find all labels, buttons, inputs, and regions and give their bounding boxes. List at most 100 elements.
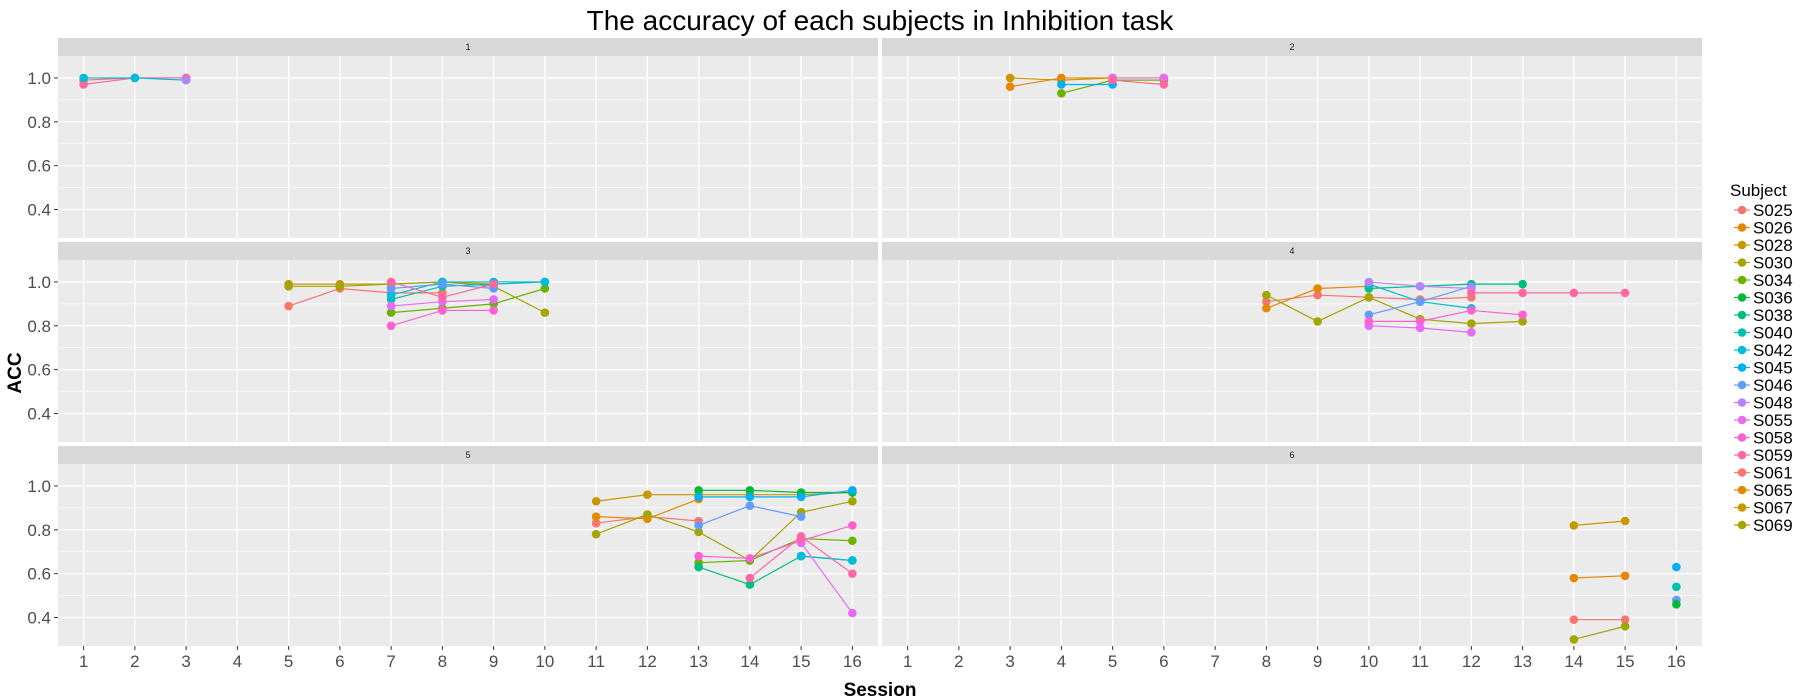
data-point bbox=[745, 573, 755, 583]
x-tick-label: 16 bbox=[1667, 652, 1686, 671]
facet-strip bbox=[882, 242, 1702, 260]
legend-key-point bbox=[1737, 240, 1747, 250]
data-point bbox=[796, 532, 806, 541]
data-point bbox=[745, 486, 755, 495]
data-point bbox=[1159, 73, 1169, 83]
y-tick-label: 1.0 bbox=[27, 273, 51, 292]
data-point bbox=[1467, 306, 1476, 315]
legend-label: S028 bbox=[1753, 236, 1793, 255]
series-line bbox=[390, 281, 545, 296]
data-point bbox=[386, 308, 396, 317]
y-tick-label: 0.6 bbox=[27, 361, 51, 380]
facet-panels: 1 0.4 0.6 0.8 1.0 2 3 0.4 0.6 0.8 1.0 4 5 0.4 0.6 0.8 1.… bbox=[27, 38, 1702, 671]
data-point bbox=[1005, 73, 1015, 83]
legend-label: S065 bbox=[1753, 481, 1793, 500]
data-point bbox=[848, 556, 857, 565]
legend-key-point bbox=[1737, 345, 1747, 355]
legend: Subject S025S026S028S030S034S036S038S040… bbox=[1730, 181, 1793, 535]
data-point bbox=[1057, 73, 1066, 83]
legend-item: S034 bbox=[1734, 271, 1793, 290]
legend-item: S058 bbox=[1734, 429, 1793, 448]
data-point bbox=[1569, 288, 1579, 298]
x-tick-label: 9 bbox=[1313, 652, 1322, 671]
data-point bbox=[1415, 297, 1425, 306]
facet-panel-6: 61 2 3 4 5 6 7 8 9 10 11 12 13 14 15 16 bbox=[882, 446, 1702, 671]
legend-item: S030 bbox=[1734, 254, 1793, 273]
legend-key-point bbox=[1737, 520, 1747, 530]
facet-strip-label: 1 bbox=[465, 42, 470, 52]
legend-item: S028 bbox=[1734, 236, 1793, 255]
series bbox=[1672, 562, 1681, 572]
x-tick-label: 10 bbox=[535, 652, 554, 671]
series-line bbox=[1573, 625, 1626, 641]
legend-label: S042 bbox=[1753, 341, 1793, 360]
series bbox=[694, 521, 857, 563]
data-point bbox=[1518, 317, 1527, 326]
data-point bbox=[1569, 635, 1579, 644]
x-tick-label: 2 bbox=[954, 652, 963, 671]
data-point bbox=[1672, 582, 1681, 592]
series bbox=[745, 532, 857, 583]
panel-background bbox=[882, 464, 1702, 646]
facet-strip bbox=[882, 38, 1702, 56]
data-point bbox=[1620, 621, 1630, 631]
data-point bbox=[591, 512, 601, 521]
x-tick-label: 12 bbox=[638, 652, 657, 671]
legend-label: S048 bbox=[1753, 394, 1793, 413]
legend-key-point bbox=[1737, 485, 1747, 495]
data-point bbox=[694, 551, 703, 561]
data-point bbox=[1313, 284, 1322, 293]
panel-background bbox=[58, 56, 878, 238]
data-point bbox=[1364, 277, 1374, 287]
data-point bbox=[1057, 88, 1066, 98]
legend-item: S046 bbox=[1734, 376, 1793, 395]
data-point bbox=[694, 562, 703, 572]
data-point bbox=[1672, 562, 1681, 572]
data-point bbox=[79, 73, 88, 83]
series bbox=[694, 501, 806, 530]
data-point bbox=[591, 518, 601, 528]
x-tick-label: 3 bbox=[181, 652, 190, 671]
data-point bbox=[796, 492, 806, 502]
series bbox=[1108, 75, 1169, 89]
data-point bbox=[1262, 297, 1271, 306]
facet-strip-label: 6 bbox=[1289, 450, 1294, 460]
data-point bbox=[386, 321, 396, 331]
series bbox=[386, 306, 498, 331]
x-tick-label: 4 bbox=[1057, 652, 1066, 671]
y-tick-label: 0.4 bbox=[27, 608, 51, 627]
facet-strip-label: 5 bbox=[465, 450, 470, 460]
data-point bbox=[1467, 288, 1476, 298]
facet-strip bbox=[882, 446, 1702, 464]
legend-item: S059 bbox=[1734, 446, 1793, 465]
y-tick-label: 0.4 bbox=[27, 404, 51, 423]
y-tick-label: 0.8 bbox=[27, 317, 51, 336]
series-line bbox=[390, 281, 545, 301]
data-point bbox=[745, 580, 755, 589]
y-tick-label: 0.4 bbox=[27, 200, 51, 219]
data-point bbox=[745, 501, 755, 510]
y-tick-label: 0.6 bbox=[27, 565, 51, 584]
series-line bbox=[1112, 79, 1164, 86]
series-line bbox=[595, 500, 853, 562]
legend-key-point bbox=[1737, 380, 1747, 390]
series-line bbox=[1368, 283, 1523, 290]
data-point bbox=[1569, 521, 1579, 530]
legend-item: S045 bbox=[1734, 359, 1793, 378]
legend-item: S069 bbox=[1734, 516, 1793, 535]
x-tick-label: 11 bbox=[587, 652, 605, 671]
legend-item: S042 bbox=[1734, 341, 1793, 360]
x-tick-label: 16 bbox=[843, 652, 862, 671]
x-tick-label: 15 bbox=[1616, 652, 1635, 671]
data-point bbox=[1518, 279, 1527, 289]
chart-title: The accuracy of each subjects in Inhibit… bbox=[587, 5, 1175, 36]
x-tick-label: 6 bbox=[335, 652, 344, 671]
legend-label: S030 bbox=[1753, 254, 1793, 273]
y-tick-label: 0.6 bbox=[27, 157, 51, 176]
series bbox=[1672, 600, 1681, 609]
data-point bbox=[694, 521, 703, 530]
x-tick-label: 9 bbox=[489, 652, 498, 671]
series-line bbox=[596, 491, 853, 502]
legend-item: S055 bbox=[1734, 411, 1793, 430]
y-tick-label: 1.0 bbox=[27, 477, 51, 496]
